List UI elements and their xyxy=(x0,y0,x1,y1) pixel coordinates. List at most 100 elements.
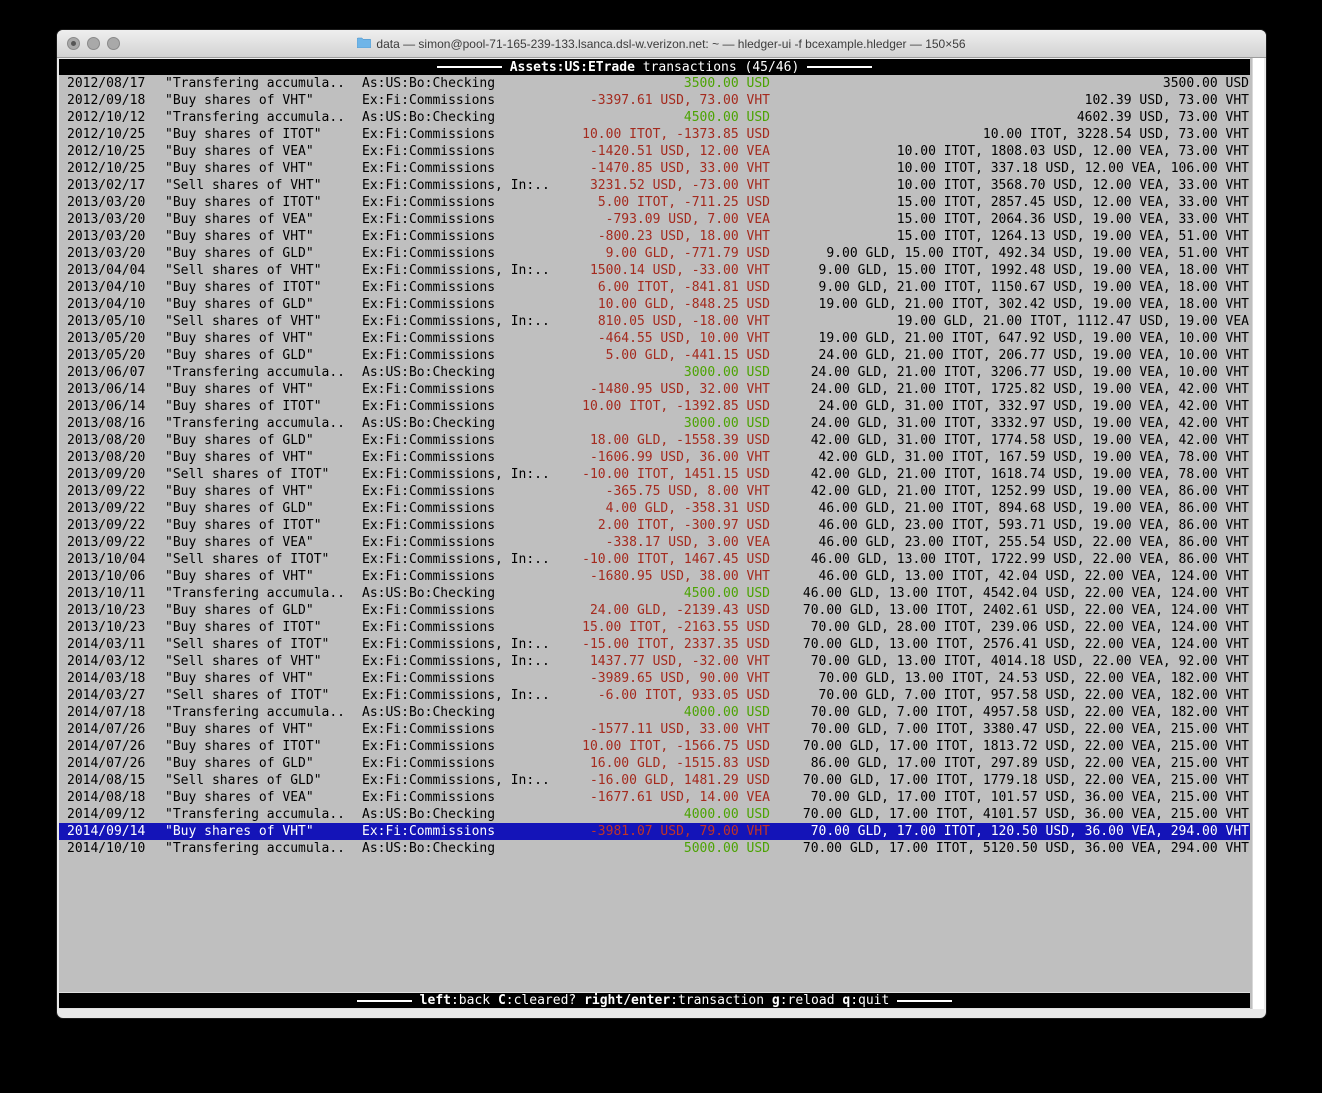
terminal-window: data — simon@pool-71-165-239-133.lsanca.… xyxy=(57,30,1266,1018)
cell-other-accounts: Ex:Fi:Commissions xyxy=(362,484,496,499)
table-row[interactable]: 2012/08/17 "Transfering accumula.. As:US:B… xyxy=(59,75,1250,92)
table-row[interactable]: 2014/10/10 "Transfering accumula.. As:US:B… xyxy=(59,840,1250,857)
cell-change: 16.00 GLD, -1515.83 USD xyxy=(589,756,770,771)
scrollbar[interactable] xyxy=(1252,58,1264,1009)
table-row[interactable]: 2013/04/04 "Sell shares of VHT" Ex:Fi:Comm… xyxy=(59,262,1250,279)
table-row[interactable]: 2013/10/04 "Sell shares of ITOT" Ex:Fi:Com… xyxy=(59,551,1250,568)
table-row[interactable]: 2014/07/18 "Transfering accumula.. As:US:B… xyxy=(59,704,1250,721)
table-row[interactable]: 2014/03/12 "Sell shares of VHT" Ex:Fi:Comm… xyxy=(59,653,1250,670)
table-row[interactable]: 2014/03/27 "Sell shares of ITOT" Ex:Fi:Com… xyxy=(59,687,1250,704)
cell-change: -1577.11 USD, 33.00 VHT xyxy=(589,722,770,737)
table-row[interactable]: 2013/09/20 "Sell shares of ITOT" Ex:Fi:Com… xyxy=(59,466,1250,483)
table-row[interactable]: 2013/10/11 "Transfering accumula.. As:US:B… xyxy=(59,585,1250,602)
table-row[interactable]: 2013/09/22 "Buy shares of GLD" Ex:Fi:Commi… xyxy=(59,500,1250,517)
table-row[interactable]: 2013/09/22 "Buy shares of VHT" Ex:Fi:Commi… xyxy=(59,483,1250,500)
table-row[interactable]: 2014/03/18 "Buy shares of VHT" Ex:Fi:Commi… xyxy=(59,670,1250,687)
cell-change: -3981.07 USD, 79.00 VHT xyxy=(589,824,770,839)
table-row[interactable]: 2013/10/23 "Buy shares of ITOT" Ex:Fi:Comm… xyxy=(59,619,1250,636)
table-row[interactable]: 2013/08/16 "Transfering accumula.. As:US:B… xyxy=(59,415,1250,432)
cell-balance: 10.00 ITOT, 3228.54 USD, 73.00 VHT xyxy=(982,127,1249,142)
cell-other-accounts: Ex:Fi:Commissions xyxy=(362,790,496,805)
table-row[interactable]: 2014/08/18 "Buy shares of VEA" Ex:Fi:Commi… xyxy=(59,789,1250,806)
cell-date: 2013/10/06 xyxy=(67,569,146,584)
cell-change: 5.00 GLD, -441.15 USD xyxy=(605,348,770,363)
table-row[interactable]: 2013/08/20 "Buy shares of VHT" Ex:Fi:Commi… xyxy=(59,449,1250,466)
close-button[interactable] xyxy=(67,37,80,50)
cell-balance: 10.00 ITOT, 337.18 USD, 12.00 VEA, 106.0… xyxy=(896,161,1249,176)
cell-change: 3000.00 USD xyxy=(683,365,770,380)
keybindings-help: left:back C:cleared? right/enter:transac… xyxy=(412,993,898,1008)
table-row[interactable]: 2013/03/20 "Buy shares of VEA" Ex:Fi:Commi… xyxy=(59,211,1250,228)
cell-change: 3231.52 USD, -73.00 VHT xyxy=(589,178,770,193)
table-row[interactable]: 2012/10/12 "Transfering accumula.. As:US:B… xyxy=(59,109,1250,126)
table-row[interactable]: 2012/10/25 "Buy shares of VHT" Ex:Fi:Commi… xyxy=(59,160,1250,177)
table-row[interactable]: 2012/09/18 "Buy shares of VHT" Ex:Fi:Commi… xyxy=(59,92,1250,109)
minimize-button[interactable] xyxy=(87,37,100,50)
cell-balance: 70.00 GLD, 17.00 ITOT, 5120.50 USD, 36.0… xyxy=(802,841,1249,856)
cell-other-accounts: Ex:Fi:Commissions xyxy=(362,382,496,397)
cell-description: "Transfering accumula.. xyxy=(165,586,346,601)
cell-description: "Buy shares of VEA" xyxy=(165,144,314,159)
cell-date: 2014/08/18 xyxy=(67,790,146,805)
table-row[interactable]: 2013/03/20 "Buy shares of GLD" Ex:Fi:Commi… xyxy=(59,245,1250,262)
status-line-right xyxy=(897,999,953,1002)
cell-other-accounts: Ex:Fi:Commissions, In:.. xyxy=(362,688,550,703)
cell-balance: 46.00 GLD, 13.00 ITOT, 1722.99 USD, 22.0… xyxy=(810,552,1249,567)
table-row[interactable]: 2013/04/10 "Buy shares of GLD" Ex:Fi:Commi… xyxy=(59,296,1250,313)
table-row[interactable]: 2013/05/20 "Buy shares of GLD" Ex:Fi:Commi… xyxy=(59,347,1250,364)
table-row[interactable]: 2013/05/20 "Buy shares of VHT" Ex:Fi:Commi… xyxy=(59,330,1250,347)
table-row[interactable]: 2013/08/20 "Buy shares of GLD" Ex:Fi:Commi… xyxy=(59,432,1250,449)
cell-other-accounts: Ex:Fi:Commissions xyxy=(362,212,496,227)
cell-change: 1500.14 USD, -33.00 VHT xyxy=(589,263,770,278)
cell-date: 2014/03/18 xyxy=(67,671,146,686)
cell-date: 2013/10/23 xyxy=(67,620,146,635)
cell-description: "Buy shares of VHT" xyxy=(165,450,314,465)
table-row[interactable]: 2013/06/14 "Buy shares of ITOT" Ex:Fi:Comm… xyxy=(59,398,1250,415)
cell-description: "Buy shares of VEA" xyxy=(165,212,314,227)
table-row[interactable]: 2013/05/10 "Sell shares of VHT" Ex:Fi:Comm… xyxy=(59,313,1250,330)
cell-balance: 19.00 GLD, 21.00 ITOT, 647.92 USD, 19.00… xyxy=(818,331,1249,346)
table-row[interactable]: 2013/04/10 "Buy shares of ITOT" Ex:Fi:Comm… xyxy=(59,279,1250,296)
table-row[interactable]: 2014/09/12 "Transfering accumula.. As:US:B… xyxy=(59,806,1250,823)
cell-change: 4000.00 USD xyxy=(683,705,770,720)
cell-description: "Buy shares of VHT" xyxy=(165,484,314,499)
cell-date: 2013/03/20 xyxy=(67,195,146,210)
cell-description: "Buy shares of VHT" xyxy=(165,569,314,584)
table-row[interactable]: 2014/09/14 "Buy shares of VHT" Ex:Fi:Commi… xyxy=(59,823,1250,840)
register-title: Assets:US:ETrade transactions (45/46) xyxy=(502,60,808,75)
cell-change: -1606.99 USD, 36.00 VHT xyxy=(589,450,770,465)
table-row[interactable]: 2013/09/22 "Buy shares of ITOT" Ex:Fi:Comm… xyxy=(59,517,1250,534)
table-row[interactable]: 2014/07/26 "Buy shares of GLD" Ex:Fi:Commi… xyxy=(59,755,1250,772)
cell-description: "Sell shares of VHT" xyxy=(165,178,322,193)
table-row[interactable]: 2013/06/14 "Buy shares of VHT" Ex:Fi:Commi… xyxy=(59,381,1250,398)
table-row[interactable]: 2013/09/22 "Buy shares of VEA" Ex:Fi:Commi… xyxy=(59,534,1250,551)
table-row[interactable]: 2013/02/17 "Sell shares of VHT" Ex:Fi:Comm… xyxy=(59,177,1250,194)
title-bar[interactable]: data — simon@pool-71-165-239-133.lsanca.… xyxy=(57,30,1266,58)
table-row[interactable]: 2014/07/26 "Buy shares of VHT" Ex:Fi:Commi… xyxy=(59,721,1250,738)
cell-date: 2013/03/20 xyxy=(67,212,146,227)
cell-description: "Sell shares of ITOT" xyxy=(165,467,330,482)
cell-date: 2012/10/25 xyxy=(67,144,146,159)
table-row[interactable]: 2013/03/20 "Buy shares of VHT" Ex:Fi:Commi… xyxy=(59,228,1250,245)
cell-description: "Sell shares of VHT" xyxy=(165,314,322,329)
cell-date: 2013/10/11 xyxy=(67,586,146,601)
zoom-button[interactable] xyxy=(107,37,120,50)
table-row[interactable]: 2013/10/23 "Buy shares of GLD" Ex:Fi:Commi… xyxy=(59,602,1250,619)
cell-change: -3989.65 USD, 90.00 VHT xyxy=(589,671,770,686)
cell-balance: 70.00 GLD, 17.00 ITOT, 1779.18 USD, 22.0… xyxy=(802,773,1249,788)
cell-other-accounts: As:US:Bo:Checking xyxy=(362,705,496,720)
table-row[interactable]: 2012/10/25 "Buy shares of ITOT" Ex:Fi:Comm… xyxy=(59,126,1250,143)
table-row[interactable]: 2013/10/06 "Buy shares of VHT" Ex:Fi:Commi… xyxy=(59,568,1250,585)
table-row[interactable]: 2013/03/20 "Buy shares of ITOT" Ex:Fi:Comm… xyxy=(59,194,1250,211)
cell-balance: 24.00 GLD, 21.00 ITOT, 3206.77 USD, 19.0… xyxy=(810,365,1249,380)
cell-change: -10.00 ITOT, 1451.15 USD xyxy=(582,467,770,482)
table-row[interactable]: 2013/06/07 "Transfering accumula.. As:US:B… xyxy=(59,364,1250,381)
cell-description: "Buy shares of ITOT" xyxy=(165,620,322,635)
cell-description: "Buy shares of VHT" xyxy=(165,161,314,176)
table-row[interactable]: 2012/10/25 "Buy shares of VEA" Ex:Fi:Commi… xyxy=(59,143,1250,160)
cell-date: 2013/06/14 xyxy=(67,382,146,397)
table-row[interactable]: 2014/03/11 "Sell shares of ITOT" Ex:Fi:Com… xyxy=(59,636,1250,653)
cell-description: "Sell shares of ITOT" xyxy=(165,552,330,567)
table-row[interactable]: 2014/07/26 "Buy shares of ITOT" Ex:Fi:Comm… xyxy=(59,738,1250,755)
table-row[interactable]: 2014/08/15 "Sell shares of GLD" Ex:Fi:Comm… xyxy=(59,772,1250,789)
